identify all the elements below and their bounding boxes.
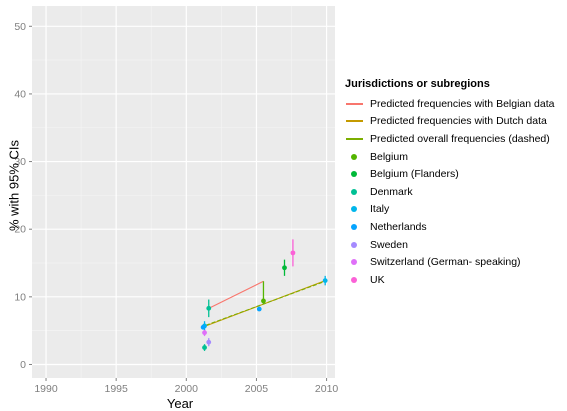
legend-dot-swatch: [351, 153, 357, 160]
legend-key: [344, 95, 364, 112]
legend-label: Predicted frequencies with Dutch data: [370, 115, 547, 128]
data-point: [202, 330, 207, 336]
legend-item: Belgium: [344, 148, 567, 166]
legend-label: Switzerland (German- speaking): [370, 256, 521, 269]
y-tick-label: 40: [14, 88, 26, 100]
legend-label: Denmark: [370, 185, 413, 198]
legend-key: [344, 236, 364, 253]
legend-key: [344, 130, 364, 147]
data-point: [206, 339, 212, 345]
y-tick-label: 30: [14, 156, 26, 168]
data-point: [261, 298, 266, 304]
legend-label: Predicted frequencies with Belgian data: [370, 97, 555, 110]
legend-item: Predicted frequencies with Belgian data: [344, 95, 567, 113]
legend-item: Netherlands: [344, 218, 567, 236]
y-tick-label: 0: [20, 359, 26, 371]
legend-item: Italy: [344, 201, 567, 219]
legend-label: UK: [370, 273, 385, 286]
plot-panel: [32, 6, 335, 378]
legend-item: Denmark: [344, 183, 567, 201]
legend-line-swatch: [345, 120, 363, 123]
axis-ticks: 1990 1995 2000 2005 2010 0 10 20 30 40 50: [14, 21, 338, 395]
data-point: [200, 324, 206, 330]
legend-key: [344, 148, 364, 165]
prediction-line: [205, 280, 326, 326]
legend-dot-swatch: [351, 276, 357, 283]
prediction-line: [208, 280, 264, 309]
legend-label: Italy: [370, 203, 390, 216]
x-tick-label: 2010: [315, 383, 339, 395]
data-point: [202, 345, 207, 350]
legend-dot-swatch: [351, 241, 357, 248]
legend-line-swatch: [345, 102, 363, 105]
y-tick-label: 10: [14, 291, 26, 303]
grid: [32, 6, 335, 378]
x-tick-label: 1995: [104, 383, 128, 395]
legend-item: Predicted overall frequencies (dashed): [344, 130, 567, 148]
legend-key: [344, 201, 364, 218]
legend-key: [344, 218, 364, 235]
legend-key: [344, 183, 364, 200]
x-tick-label: 1990: [34, 383, 58, 395]
legend-key: [344, 271, 364, 288]
data-points: [200, 250, 328, 350]
legend-item: Sweden: [344, 236, 567, 254]
legend-label: Belgium (Flanders): [370, 168, 459, 181]
data-point: [322, 278, 328, 284]
data-point: [290, 250, 296, 256]
data-point: [206, 305, 212, 311]
legend-line-swatch: [345, 137, 363, 140]
x-tick-label: 2005: [245, 383, 269, 395]
legend: Jurisdictions or subregions Predicted fr…: [344, 78, 567, 289]
legend-label: Belgium: [370, 150, 408, 163]
x-tick-label: 2000: [175, 383, 199, 395]
legend-key: [344, 254, 364, 271]
legend-title: Jurisdictions or subregions: [345, 78, 490, 90]
legend-dot-swatch: [351, 171, 357, 178]
legend-item: Belgium (Flanders): [344, 165, 567, 183]
legend-dot-swatch: [351, 188, 357, 195]
y-tick-label: 50: [14, 21, 26, 33]
legend-item: UK: [344, 271, 567, 289]
legend-key: [344, 166, 364, 183]
legend-dot-swatch: [351, 259, 357, 266]
legend-key: [344, 113, 364, 130]
data-point: [256, 306, 262, 312]
x-axis-label: Year: [166, 396, 194, 411]
legend-dot-swatch: [351, 223, 357, 230]
legend-item: Predicted frequencies with Dutch data: [344, 113, 567, 131]
y-tick-label: 20: [14, 224, 26, 236]
legend-label: Predicted overall frequencies (dashed): [370, 132, 550, 145]
legend-item: Switzerland (German- speaking): [344, 253, 567, 271]
legend-label: Sweden: [370, 238, 408, 251]
data-point: [282, 265, 287, 271]
legend-dot-swatch: [351, 206, 357, 213]
legend-label: Netherlands: [370, 220, 427, 233]
prediction-lines: [205, 280, 326, 327]
y-axis-label: % with 95% CIs: [6, 139, 22, 232]
